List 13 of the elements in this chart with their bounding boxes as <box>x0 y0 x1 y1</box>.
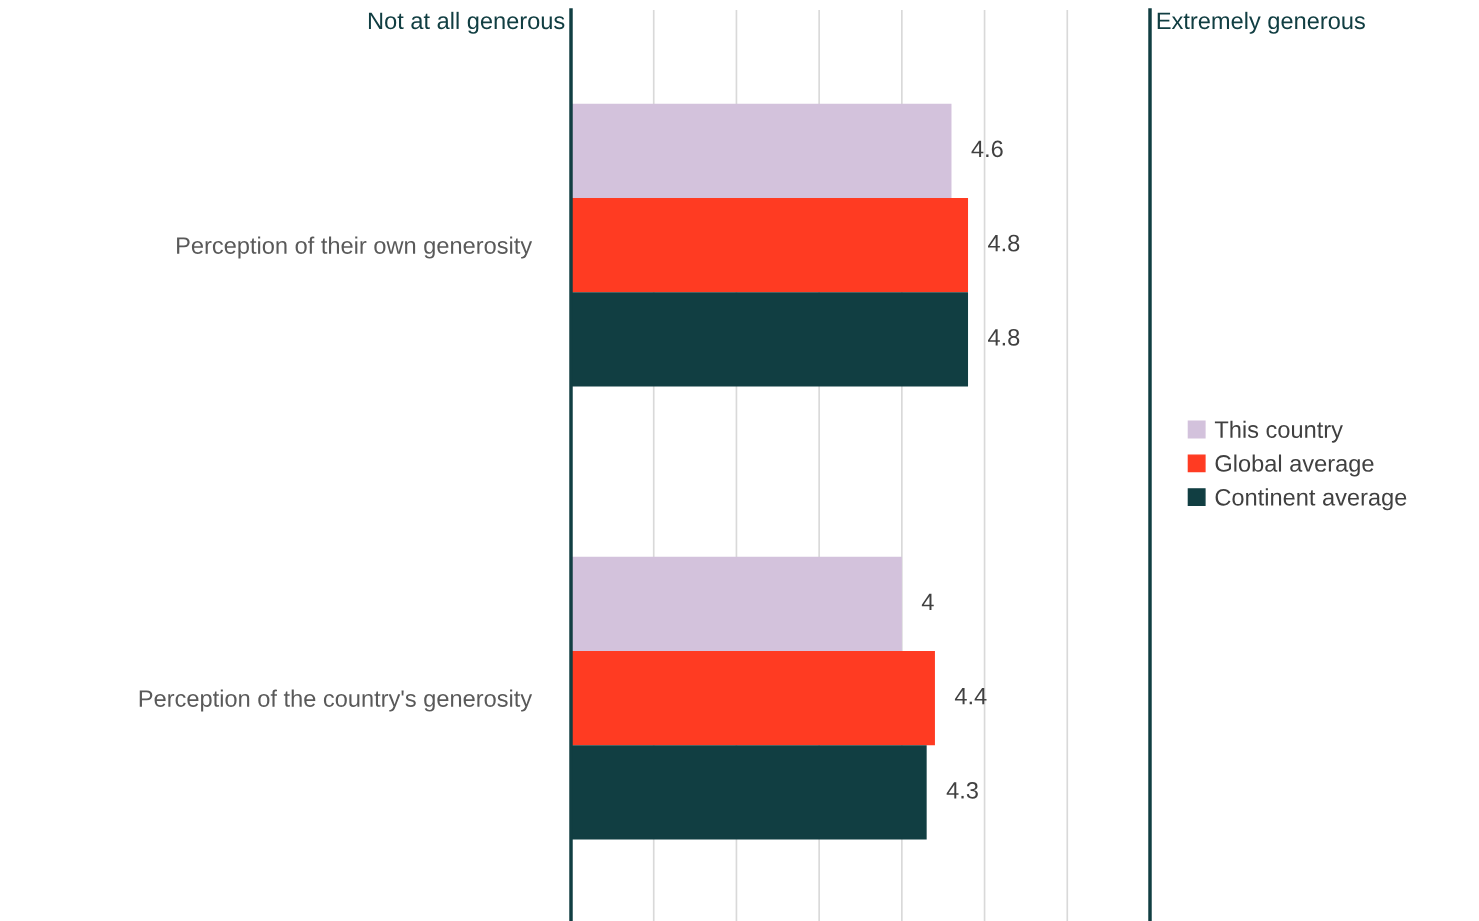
data-label: 4.8 <box>988 234 1020 252</box>
text: Not at all generous <box>368 11 565 34</box>
text: Extremely generous <box>1157 11 1365 34</box>
data-label: 4.8 <box>988 328 1020 346</box>
y-tick-label: Perception of their own generosity <box>177 236 533 259</box>
data-label: 4.4 <box>954 687 987 705</box>
y-tick-label: Perception of the country's generosity <box>139 689 533 712</box>
data-label: 4.6 <box>971 140 1003 158</box>
legend-label: Global average <box>1215 454 1374 477</box>
legend-label: Continent average <box>1215 488 1407 511</box>
legend-label: This country <box>1214 420 1343 443</box>
data-label: 4.3 <box>946 781 978 799</box>
data-label: 4 <box>921 593 934 610</box>
